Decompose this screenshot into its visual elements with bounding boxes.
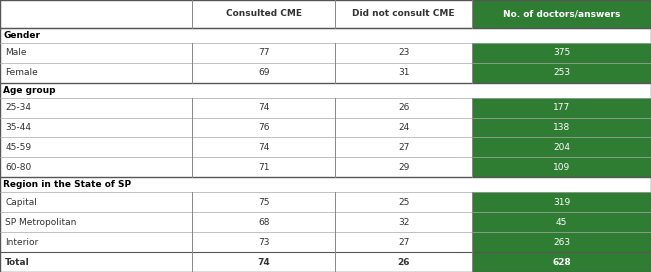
Text: No. of doctors/answers: No. of doctors/answers (503, 10, 620, 18)
Text: 319: 319 (553, 198, 570, 207)
Text: Did not consult CME: Did not consult CME (352, 10, 455, 18)
Text: 45-59: 45-59 (5, 143, 31, 152)
Text: 375: 375 (553, 48, 570, 57)
Bar (0, 252, 472, 272)
Text: Interior: Interior (5, 238, 38, 247)
Text: Gender: Gender (3, 31, 40, 40)
Text: 74: 74 (257, 258, 270, 267)
Bar (192, 0, 472, 28)
Text: 26: 26 (397, 258, 410, 267)
Text: 263: 263 (553, 238, 570, 247)
Text: 177: 177 (553, 103, 570, 112)
Bar (472, 157, 651, 177)
Bar (0, 232, 472, 252)
Text: 24: 24 (398, 123, 409, 132)
Bar (0, 98, 472, 118)
Text: 628: 628 (552, 258, 571, 267)
Text: 25-34: 25-34 (5, 103, 31, 112)
Bar (0, 192, 472, 212)
Bar (472, 43, 651, 63)
Text: 32: 32 (398, 218, 409, 227)
Bar (472, 63, 651, 83)
Text: 73: 73 (258, 238, 270, 247)
Bar (0, 177, 651, 192)
Text: Consulted CME: Consulted CME (226, 10, 301, 18)
Bar (472, 212, 651, 232)
Bar (472, 232, 651, 252)
Bar (472, 192, 651, 212)
Text: Total: Total (5, 258, 30, 267)
Text: 69: 69 (258, 68, 270, 77)
Text: 138: 138 (553, 123, 570, 132)
Text: 109: 109 (553, 163, 570, 172)
Bar (0, 137, 472, 157)
Text: 75: 75 (258, 198, 270, 207)
Text: 68: 68 (258, 218, 270, 227)
Text: 253: 253 (553, 68, 570, 77)
Text: 29: 29 (398, 163, 409, 172)
Bar (472, 118, 651, 137)
Bar (0, 43, 472, 63)
Text: Capital: Capital (5, 198, 37, 207)
Text: 204: 204 (553, 143, 570, 152)
Bar (472, 252, 651, 272)
Text: 74: 74 (258, 103, 270, 112)
Bar (0, 83, 651, 98)
Text: Age group: Age group (3, 86, 56, 95)
Text: 27: 27 (398, 143, 409, 152)
Text: 76: 76 (258, 123, 270, 132)
Text: Female: Female (5, 68, 38, 77)
Bar (0, 28, 651, 43)
Bar (0, 212, 472, 232)
Text: Male: Male (5, 48, 27, 57)
Text: 35-44: 35-44 (5, 123, 31, 132)
Bar (0, 63, 472, 83)
Bar (0, 157, 472, 177)
Text: 71: 71 (258, 163, 270, 172)
Text: 45: 45 (556, 218, 567, 227)
Text: Region in the State of SP: Region in the State of SP (3, 180, 132, 189)
Bar (472, 98, 651, 118)
Text: 27: 27 (398, 238, 409, 247)
Text: 60-80: 60-80 (5, 163, 31, 172)
Text: SP Metropolitan: SP Metropolitan (5, 218, 77, 227)
Bar (472, 0, 651, 28)
Bar (472, 137, 651, 157)
Text: 77: 77 (258, 48, 270, 57)
Bar (0, 118, 472, 137)
Text: 23: 23 (398, 48, 409, 57)
Text: 25: 25 (398, 198, 409, 207)
Text: 26: 26 (398, 103, 409, 112)
Text: 31: 31 (398, 68, 409, 77)
Text: 74: 74 (258, 143, 270, 152)
